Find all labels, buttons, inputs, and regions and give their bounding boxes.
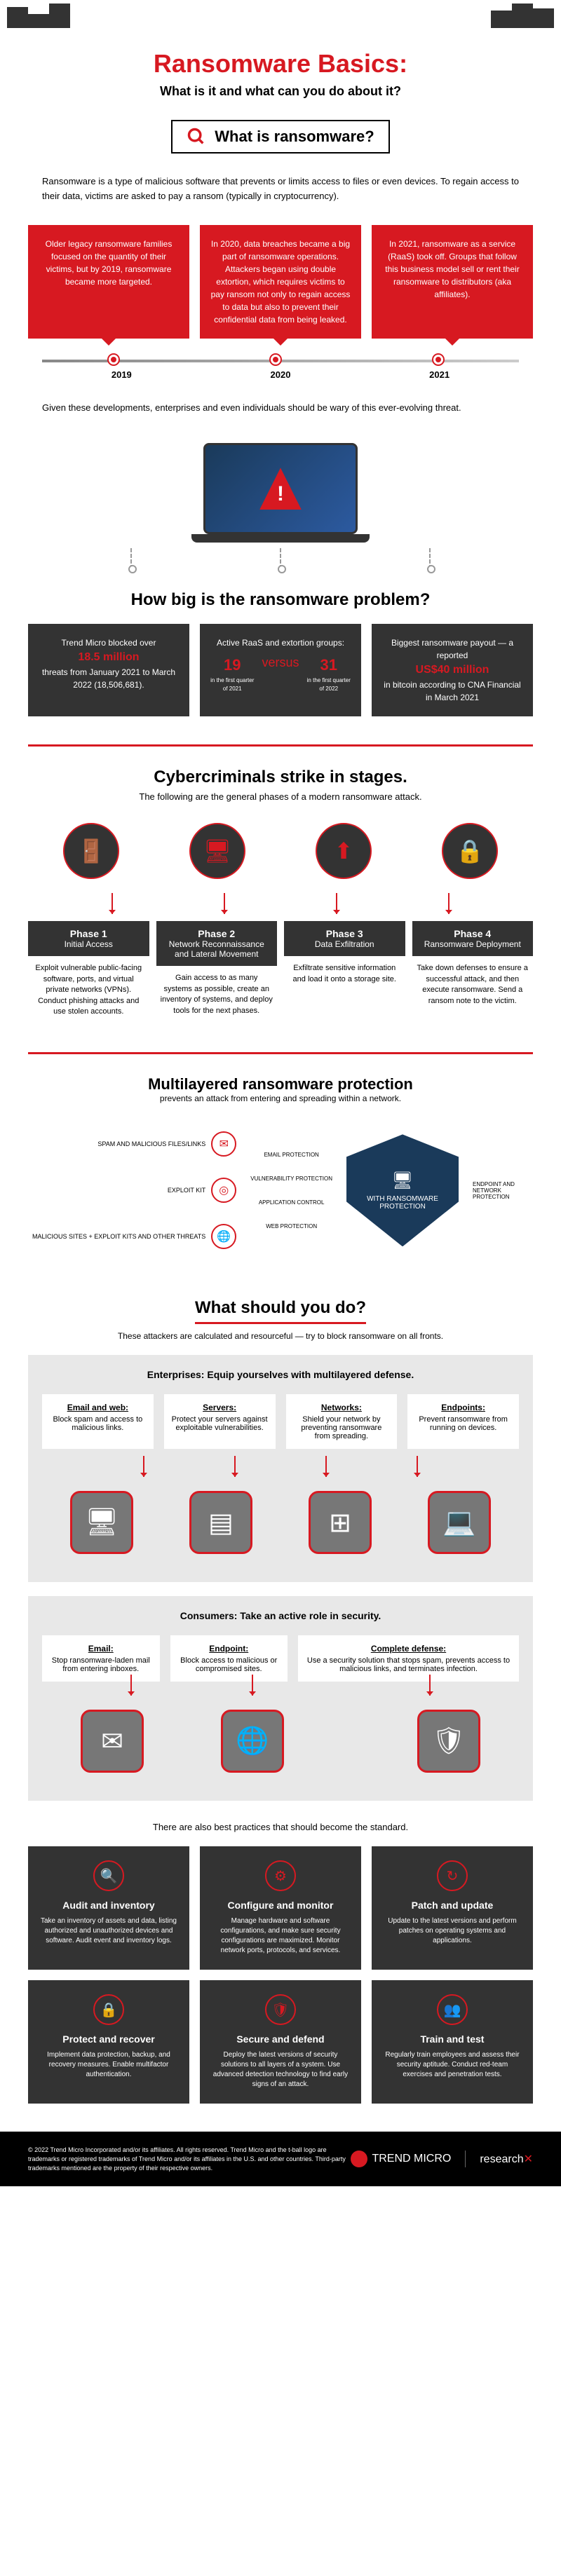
mail-icon: ✉ [211, 1131, 236, 1157]
connectors [0, 548, 561, 569]
door-icon: 🚪 [63, 823, 119, 879]
search-icon: 🔍 [93, 1860, 124, 1891]
bp-audit: 🔍Audit and inventoryTake an inventory of… [28, 1846, 189, 1970]
consumer-email: Email:Stop ransomware-laden mail from en… [42, 1635, 160, 1682]
consumer-complete: Complete defense:Use a security solution… [298, 1635, 519, 1682]
timeline-card-2019: Older legacy ransomware families focused… [28, 225, 189, 339]
server-stack-icon: ▤ [189, 1491, 252, 1554]
intro-paragraph: Ransomware is a type of malicious softwa… [0, 175, 561, 204]
bp-configure: ⚙Configure and monitorManage hardware an… [200, 1846, 361, 1970]
phase-4: Phase 4Ransomware Deployment Take down d… [412, 921, 534, 1024]
threat-list: SPAM AND MALICIOUS FILES/LINKS✉ EXPLOIT … [32, 1131, 236, 1249]
gear-icon: ⚙ [265, 1860, 296, 1891]
consumer-endpoint: Endpoint:Block access to malicious or co… [170, 1635, 288, 1682]
shield-icon: 🖥 [392, 1171, 413, 1191]
globe-icon: 🌐 [211, 1224, 236, 1249]
phase-1: Phase 1Initial Access Exploit vulnerable… [28, 921, 149, 1024]
endpoint-label: ENDPOINT AND NETWORK PROTECTION [473, 1181, 529, 1200]
multilayer-header: Multilayered ransomware protection preve… [0, 1075, 561, 1103]
envelope-icon: ✉ [81, 1710, 144, 1773]
phase-3: Phase 3Data Exfiltration Exfiltrate sens… [284, 921, 405, 1024]
consumer-icons: ✉ 🌐 🛡 [42, 1710, 519, 1773]
trend-micro-logo: TREND MICRO [351, 2151, 451, 2167]
copyright: © 2022 Trend Micro Incorporated and/or i… [28, 2146, 351, 2172]
closing-paragraph: Given these developments, enterprises an… [0, 401, 561, 416]
protection-diagram: SPAM AND MALICIOUS FILES/LINKS✉ EXPLOIT … [0, 1110, 561, 1270]
defense-networks: Networks:Shield your network by preventi… [286, 1394, 398, 1449]
section-what-is: What is ransomware? [171, 120, 389, 154]
server-icon: 🖥 [189, 823, 245, 879]
monitor-icon: 🖥 [70, 1491, 133, 1554]
phase-cards: Phase 1Initial Access Exploit vulnerable… [0, 921, 561, 1024]
lock-icon: 🔒 [93, 1994, 124, 2025]
refresh-icon: ↻ [437, 1860, 468, 1891]
bp-intro: There are also best practices that shoul… [0, 1822, 561, 1832]
page-subtitle: What is it and what can you do about it? [14, 84, 547, 99]
defense-servers: Servers:Protect your servers against exp… [164, 1394, 276, 1449]
bp-protect: 🔒Protect and recoverImplement data prote… [28, 1980, 189, 2104]
page-title: Ransomware Basics: [14, 49, 547, 79]
laptop-graphic: ! [0, 443, 561, 534]
shield-check-icon: 🛡 [417, 1710, 480, 1773]
stat-groups: Active RaaS and extortion groups: 19in t… [200, 624, 361, 716]
phase-connectors [0, 893, 561, 914]
enterprises-panel: Enterprises: Equip yourselves with multi… [28, 1355, 533, 1582]
divider [28, 744, 533, 747]
timeline-years: 2019 2020 2021 [0, 369, 561, 380]
defense-endpoints: Endpoints:Prevent ransomware from runnin… [407, 1394, 519, 1449]
shield-icon: 🛡 [265, 1994, 296, 2025]
bp-train: 👥Train and testRegularly train employees… [372, 1980, 533, 2104]
upload-icon: ⬆ [316, 823, 372, 879]
consumers-panel: Consumers: Take an active role in securi… [28, 1596, 533, 1801]
defense-email: Email and web:Block spam and access to m… [42, 1394, 154, 1449]
page-header: Ransomware Basics: What is it and what c… [0, 28, 561, 106]
best-practices-grid: 🔍Audit and inventoryTake an inventory of… [0, 1846, 561, 2104]
stat-threats: Trend Micro blocked over 18.5 million th… [28, 624, 189, 716]
timeline-cards: Older legacy ransomware families focused… [0, 225, 561, 339]
bp-patch: ↻Patch and updateUpdate to the latest ve… [372, 1846, 533, 1970]
alert-icon: ! [259, 468, 302, 510]
globe-block-icon: 🌐 [221, 1710, 284, 1773]
what-should-you-do: What should you do? These attackers are … [0, 1298, 561, 1341]
devices-icon: 💻 [428, 1491, 491, 1554]
research-logo: research✕ [480, 2152, 533, 2166]
timeline-card-2021: In 2021, ransomware as a service (RaaS) … [372, 225, 533, 339]
search-icon [187, 127, 206, 146]
timeline-bar [42, 360, 519, 362]
footer-logos: TREND MICRO research✕ [351, 2151, 533, 2167]
lock-icon: 🔒 [442, 823, 498, 879]
people-icon: 👥 [437, 1994, 468, 2025]
section-how-big: How big is the ransomware problem? [0, 590, 561, 610]
stat-cards: Trend Micro blocked over 18.5 million th… [0, 624, 561, 716]
shield-center: 🖥 WITH RANSOMWARE PROTECTION [346, 1134, 459, 1246]
phase-icons: 🚪 🖥 ⬆ 🔒 [0, 823, 561, 879]
bp-secure: 🛡Secure and defendDeploy the latest vers… [200, 1980, 361, 2104]
stat-payout: Biggest ransomware payout — a reported U… [372, 624, 533, 716]
enterprise-icons: 🖥 ▤ ⊞ 💻 [42, 1491, 519, 1554]
divider [28, 1052, 533, 1054]
page-footer: © 2022 Trend Micro Incorporated and/or i… [0, 2132, 561, 2186]
network-icon: ⊞ [309, 1491, 372, 1554]
phases-header: Cybercriminals strike in stages. The fol… [0, 768, 561, 802]
phase-2: Phase 2Network Reconnaissance and Latera… [156, 921, 278, 1024]
skyline-decoration [0, 0, 561, 28]
target-icon: ◎ [211, 1178, 236, 1203]
timeline-card-2020: In 2020, data breaches became a big part… [200, 225, 361, 339]
